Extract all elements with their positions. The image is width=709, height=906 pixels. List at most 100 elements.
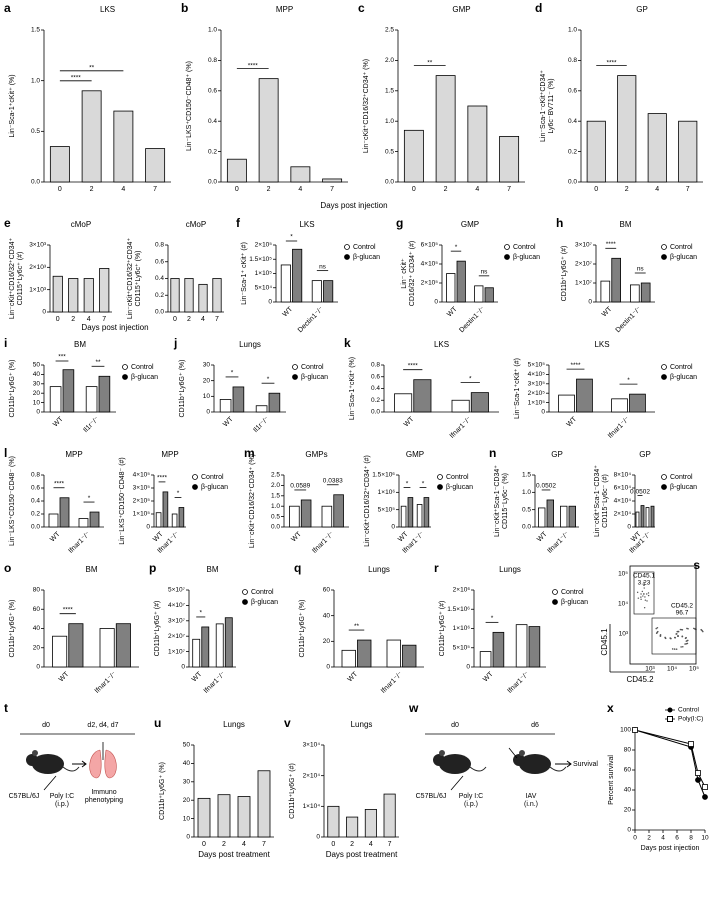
y-tick-label: 0.5 <box>31 128 40 135</box>
event <box>674 636 677 639</box>
panel-title: Lungs <box>223 720 245 729</box>
y-axis-label: Lin⁻cKit⁺CD16/32⁺CD34⁺ (#) <box>364 455 371 547</box>
sig-label: ns <box>481 269 489 276</box>
diagram-text: d0 <box>42 722 50 729</box>
legend-label: Control <box>251 589 274 596</box>
bar <box>413 379 432 413</box>
x-tick-label: 2 <box>267 186 271 193</box>
event <box>646 600 648 602</box>
panel-title: LKS <box>299 220 314 229</box>
sig-label: **** <box>408 362 419 369</box>
diagram-text: (i.p.) <box>55 801 69 808</box>
bar <box>226 158 247 183</box>
bar <box>327 805 340 838</box>
y-tick-label: 5×10⁵ <box>453 644 471 651</box>
legend-label: β-glucan <box>561 599 588 606</box>
panel-title: GP <box>551 450 563 459</box>
legend-marker <box>661 254 667 260</box>
bar <box>192 638 201 668</box>
y-tick-label: 0.6 <box>568 88 577 95</box>
sig-label: * <box>422 480 425 487</box>
y-tick-label: 0 <box>186 834 190 841</box>
y-tick-label: 2×10⁵ <box>133 498 151 505</box>
y-axis-label: CD115⁺Ly6c⁺ (%) <box>135 250 142 306</box>
event <box>671 648 674 650</box>
y-tick-label: 10 <box>203 393 211 400</box>
y-axis-label: CD11b⁺Ly6G⁺ (#) <box>289 763 296 819</box>
sig-label: *** <box>58 354 66 361</box>
y-tick-label: 20 <box>33 644 41 651</box>
event <box>643 607 646 609</box>
y-tick-label: 60 <box>33 606 41 613</box>
bar <box>201 626 210 668</box>
event <box>644 599 647 601</box>
bar <box>528 626 541 668</box>
sig-label: * <box>491 615 494 622</box>
bar <box>115 623 131 668</box>
y-tick-label: 0 <box>146 524 150 531</box>
x-tick-label: 10 <box>701 835 709 842</box>
lung <box>89 749 117 779</box>
panel-letter: t <box>4 701 8 715</box>
legend-marker <box>437 484 443 490</box>
legend-label: β-glucan <box>301 374 328 381</box>
y-axis-label: Lin⁻cKit⁺Sca-1⁻CD34⁺ <box>594 465 601 537</box>
bar <box>650 505 655 528</box>
legend-marker <box>504 254 510 260</box>
marker <box>695 770 701 776</box>
panel-title: LKS <box>434 340 449 349</box>
panel-title: LKS <box>594 340 609 349</box>
sig-label: **** <box>157 475 168 482</box>
y-axis-label: CD11b⁺Ly6G⁺ (%) <box>159 762 166 820</box>
survival-line <box>634 729 706 798</box>
event <box>643 581 645 584</box>
x-tick-label: 4 <box>475 186 479 193</box>
legend-label: Control <box>561 589 584 596</box>
y-tick-label: 0.6 <box>208 88 217 95</box>
gate-value: 96.7 <box>676 610 689 617</box>
legend-label: Control <box>131 364 154 371</box>
panel-title: GP <box>639 450 651 459</box>
y-tick-label: 0 <box>588 299 592 306</box>
bar <box>89 511 100 528</box>
y-axis-label: Lin⁻cKit⁺CD16/32⁺CD34⁺ <box>9 238 16 320</box>
diagram-text: (i.n.) <box>524 801 538 808</box>
y-tick-label: 0.0 <box>31 179 40 186</box>
y-tick-label: 0 <box>541 409 545 416</box>
event <box>700 628 703 631</box>
panel-letter: g <box>396 216 403 230</box>
y-tick-label: 100 <box>620 727 631 734</box>
legend-marker <box>504 244 510 250</box>
x-tick-label: 4 <box>298 186 302 193</box>
y-tick-label: 2×10⁵ <box>255 242 273 249</box>
y-tick-label: 4×10⁷ <box>168 602 186 609</box>
sig-label: ** <box>95 359 101 366</box>
y-axis-label: Lin⁻LKS⁺CD150⁻CD48⁻ (%) <box>9 456 16 546</box>
gate <box>633 571 655 615</box>
y-tick-label: 0.8 <box>208 57 217 64</box>
y-axis-label: Percent survival <box>608 755 615 805</box>
bar <box>98 375 111 413</box>
x-tick-label: 7 <box>102 316 106 323</box>
panel-title: cMoP <box>71 220 91 229</box>
y-tick-label: 4×10⁵ <box>421 261 439 268</box>
panel-title: MPP <box>161 450 178 459</box>
bar <box>474 285 484 303</box>
legend-marker <box>242 589 248 595</box>
y-axis-label: Lin⁻Sca-1⁺ cKit⁺ (#) <box>241 242 248 305</box>
y-tick-label: 0.0 <box>568 179 577 186</box>
panel-title: GMP <box>461 220 479 229</box>
bar <box>492 631 505 668</box>
legend-marker <box>242 599 248 605</box>
y-tick-label: 50 <box>33 362 41 369</box>
mouse-ear <box>519 750 525 756</box>
gate-name: CD45.1 <box>633 573 655 580</box>
event <box>643 584 645 587</box>
y-tick-label: 1×10⁷ <box>575 280 593 287</box>
syringe <box>450 775 464 791</box>
y-tick-label: 1.5 <box>271 493 280 500</box>
x-tick-label: WT <box>536 530 549 543</box>
bar <box>68 278 79 313</box>
panel-letter: w <box>408 701 419 715</box>
y-tick-label: 0 <box>466 664 470 671</box>
